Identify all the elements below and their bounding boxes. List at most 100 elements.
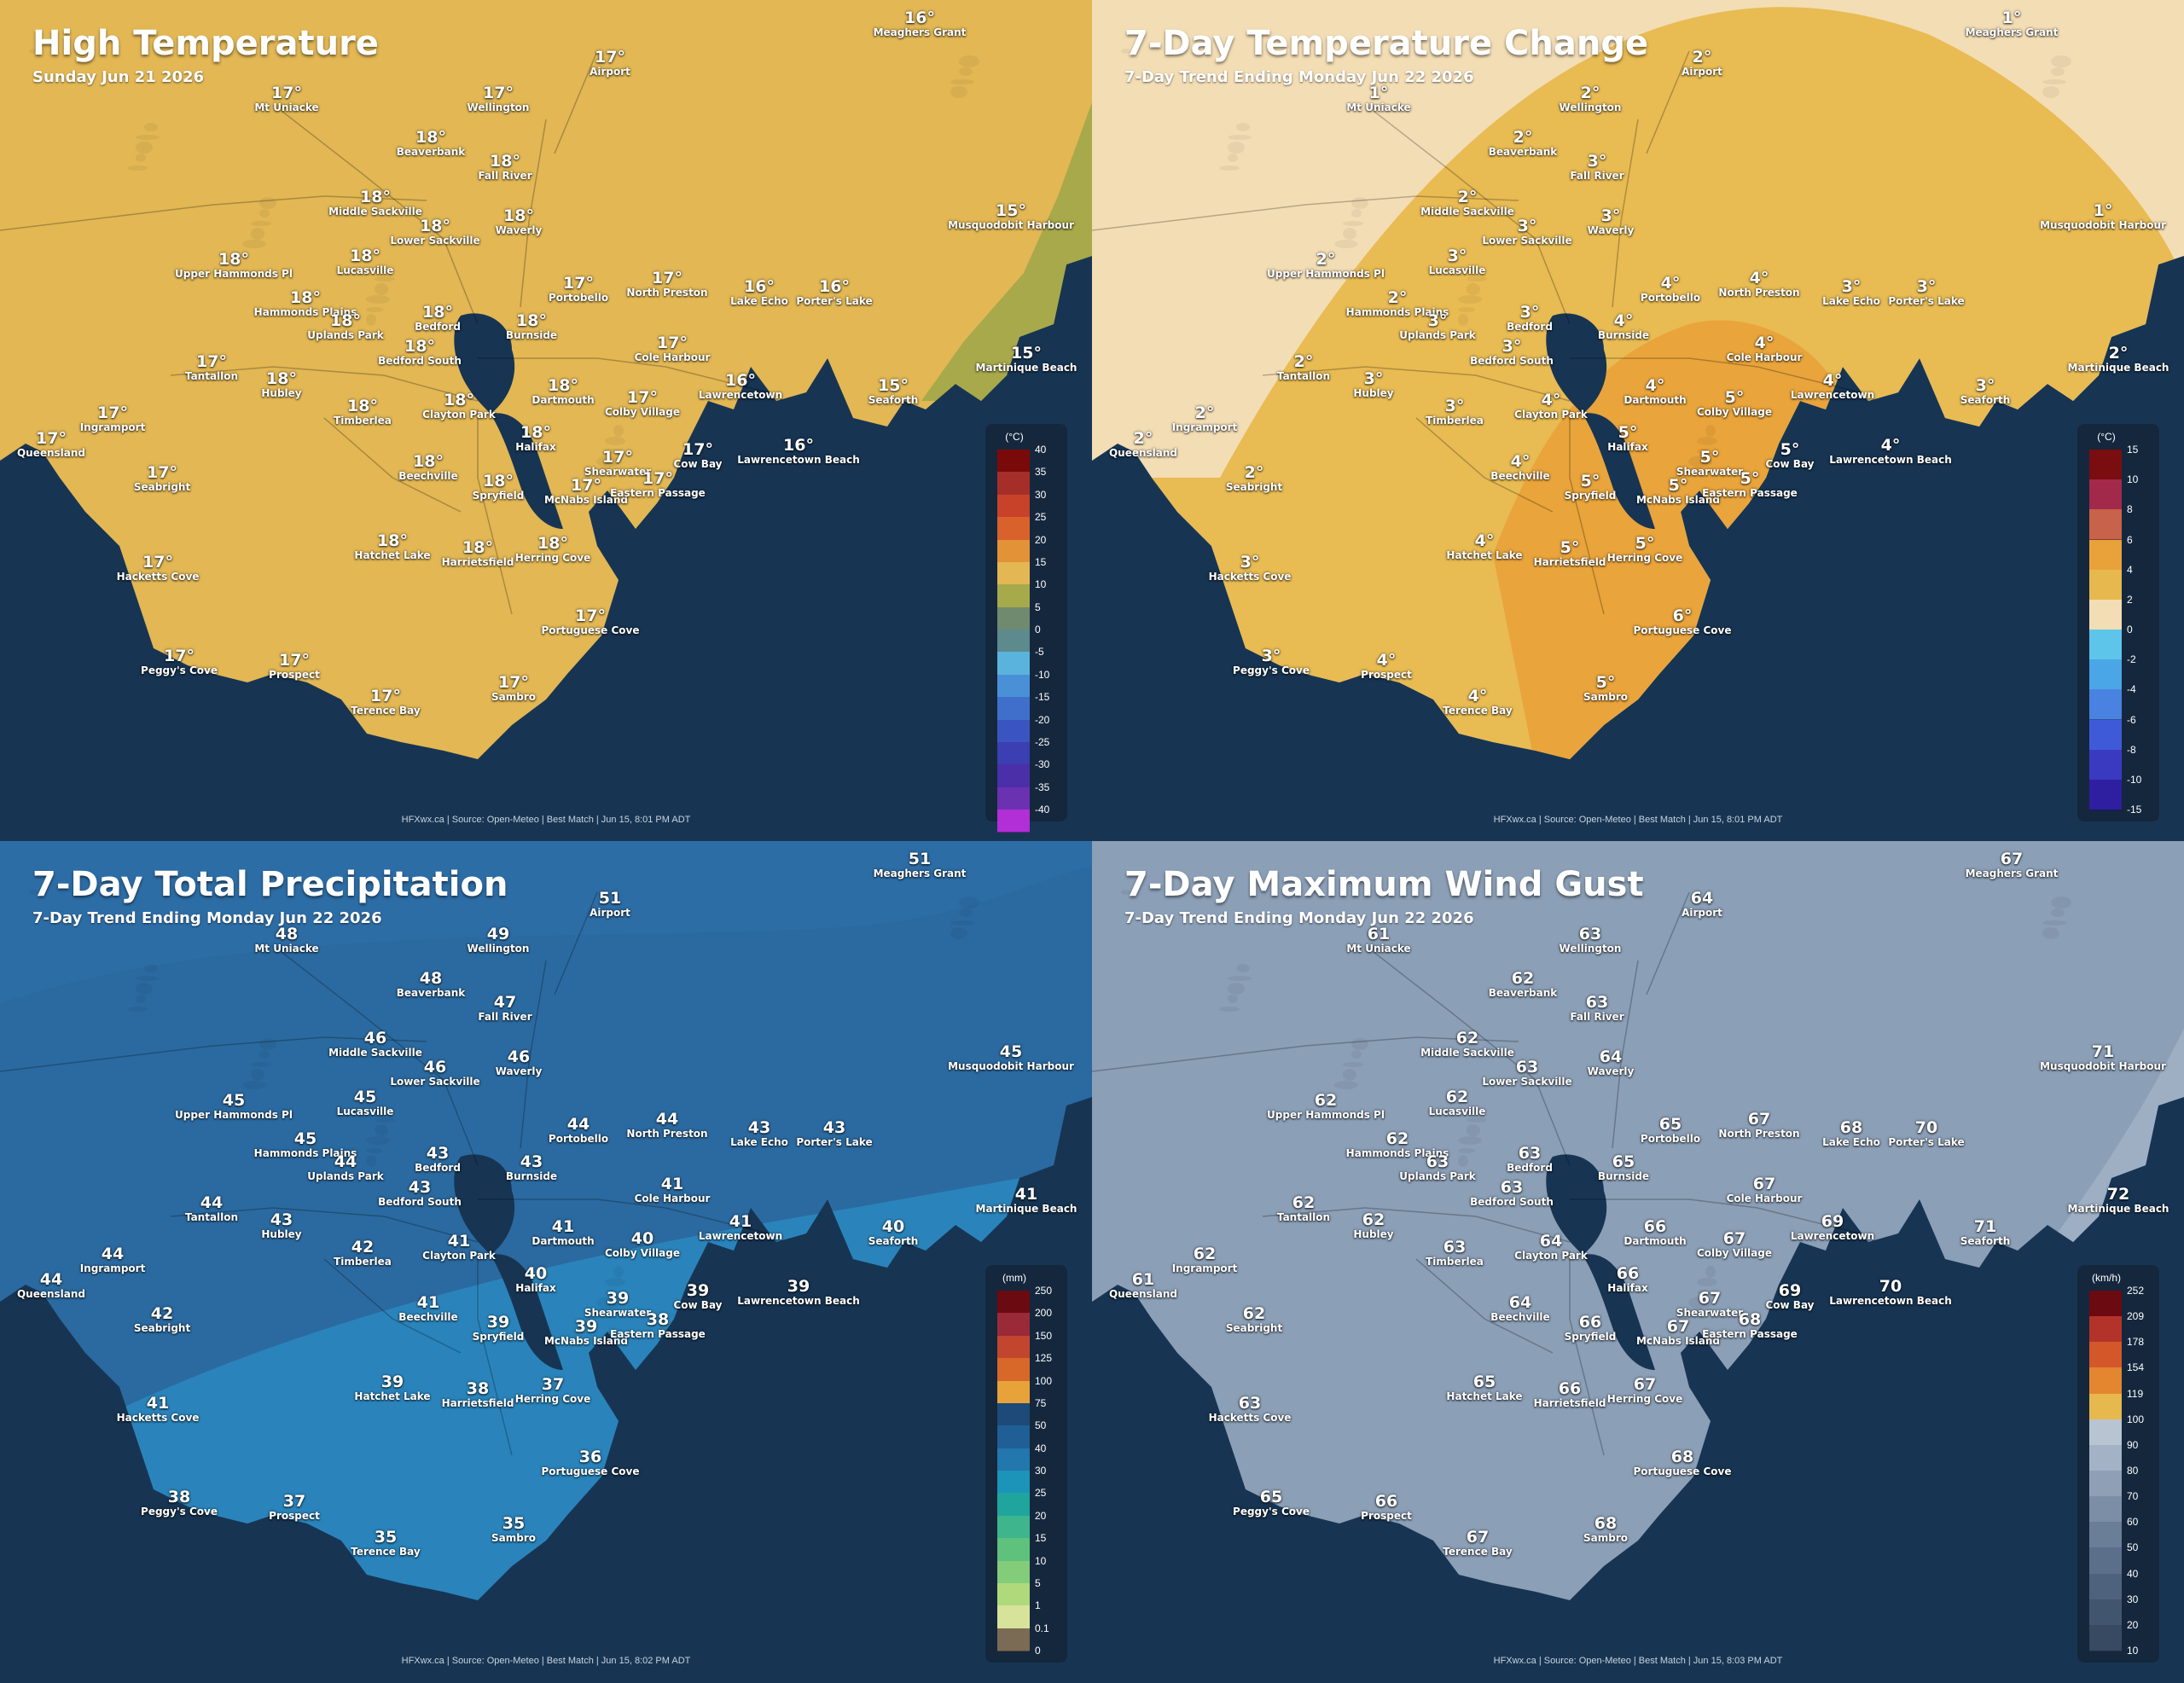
location-label: 67 North Preston	[1718, 1111, 1799, 1140]
legend-tick: 10	[1035, 578, 1047, 591]
location-name: Colby Village	[605, 406, 680, 418]
location-label: 16° Lawrencetown	[699, 373, 782, 401]
location-label: 2° Wellington	[1560, 85, 1622, 113]
location-name: Herring Cove	[1606, 1393, 1683, 1405]
location-label: 70 Porter's Lake	[1888, 1120, 1964, 1148]
location-name: Wellington	[467, 102, 530, 113]
color-legend: (mm) 250 200 150 125 100 75 50 40 30 25 20 15 10 5 1 0.…	[985, 1265, 1067, 1663]
location-label: 48 Beaverbank	[397, 971, 465, 999]
legend-swatch	[2089, 1471, 2122, 1498]
location-name: Lawrencetown	[1790, 1230, 1875, 1242]
location-value: 70	[1879, 1277, 1902, 1296]
road-line	[1612, 119, 1639, 308]
location-value: 48	[419, 969, 443, 988]
legend-swatch	[2089, 539, 2122, 571]
legend-tick: -10	[2127, 773, 2142, 786]
location-label: 66 Halifax	[1607, 1266, 1647, 1294]
location-value: 71	[2091, 1042, 2115, 1061]
location-value: 16°	[783, 436, 814, 455]
location-label: 66 Prospect	[1361, 1494, 1412, 1522]
legend-swatch	[997, 472, 1030, 496]
location-name: Spryfield	[1564, 1331, 1617, 1343]
lake-texture	[259, 209, 270, 218]
location-name: Waverly	[1587, 224, 1635, 236]
location-name: Lower Sackville	[1482, 1076, 1572, 1088]
location-label: 5° Sambro	[1583, 675, 1628, 703]
legend-tick: 0	[1035, 1645, 1041, 1657]
location-label: 4° Burnside	[1598, 313, 1649, 341]
lake-texture	[1351, 209, 1362, 218]
legend-swatch	[2089, 450, 2122, 481]
legend-swatch	[997, 1291, 1030, 1314]
location-name: Hubley	[1353, 387, 1394, 399]
location-name: Lower Sackville	[390, 235, 480, 247]
lake-texture	[1467, 1117, 1487, 1123]
location-value: 4°	[1749, 269, 1769, 287]
location-name: Seaforth	[1960, 1235, 2011, 1247]
legend-swatch	[997, 1402, 1030, 1427]
location-label: 5° Harrietsfield	[1534, 540, 1606, 568]
lake-texture	[144, 123, 158, 131]
location-name: Hammonds Plains	[253, 306, 357, 318]
road-line	[477, 1251, 513, 1456]
location-name: Lucasville	[1428, 1106, 1486, 1117]
location-value: 17°	[602, 448, 633, 467]
lake-texture	[613, 425, 624, 437]
harbour-water	[1092, 1369, 1205, 1523]
location-label: 44 Uplands Park	[307, 1154, 383, 1182]
harbour-water	[1092, 528, 1205, 682]
location-name: Lower Sackville	[1482, 235, 1572, 247]
location-label: 40 Halifax	[515, 1266, 555, 1294]
location-label: 67 Colby Village	[1697, 1231, 1772, 1259]
lake-texture	[2051, 67, 2065, 76]
location-name: Clayton Park	[1514, 1250, 1588, 1262]
location-value: 3°	[1975, 376, 1995, 395]
location-label: 17° Sambro	[491, 675, 536, 703]
location-value: 71	[1973, 1217, 1997, 1236]
location-value: 39	[574, 1317, 598, 1336]
location-value: 68	[1670, 1448, 1694, 1466]
lake-texture	[242, 240, 266, 248]
location-label: 66 Dartmouth	[1623, 1219, 1686, 1247]
legend-tick: -30	[1035, 758, 1050, 771]
location-label: 62 Hammonds Plains	[1346, 1131, 1449, 1159]
location-name: Wellington	[1559, 943, 1622, 955]
lake-texture	[144, 964, 158, 972]
location-label: 64 Waverly	[1588, 1049, 1635, 1077]
location-label: 3° Lake Echo	[1822, 279, 1880, 307]
location-value: 18°	[330, 311, 361, 330]
location-value: 43	[747, 1118, 771, 1137]
location-label: 37 Herring Cove	[515, 1377, 590, 1405]
location-value: 2°	[1580, 84, 1600, 102]
lake-texture	[596, 1309, 613, 1317]
road-line	[478, 357, 769, 393]
road-line	[170, 366, 479, 402]
location-name: Halifax	[1607, 1282, 1648, 1294]
legend-tick: 15	[1035, 555, 1047, 568]
location-value: 39	[787, 1277, 810, 1296]
location-label: 1° Meaghers Grant	[1966, 10, 2059, 38]
location-name: Fall River	[478, 170, 532, 182]
location-label: 17° Tantallon	[185, 354, 238, 382]
legend-tick: 178	[2127, 1336, 2145, 1349]
lake-texture	[1228, 983, 1245, 995]
panel-subtitle: Sunday Jun 21 2026	[32, 68, 205, 86]
harbour-water	[1546, 313, 1607, 414]
lake-texture	[1343, 228, 1356, 240]
lake-texture	[959, 67, 973, 76]
location-label: 3° Lucasville	[1429, 248, 1486, 276]
location-label: 4° Hatchet Lake	[1446, 533, 1522, 561]
location-name: Fall River	[1570, 170, 1624, 182]
location-value: 5°	[1560, 538, 1580, 557]
location-value: 18°	[404, 337, 435, 356]
location-value: 6°	[1672, 606, 1693, 625]
location-label: 44 Ingramport	[80, 1246, 146, 1274]
lake-texture	[1688, 1297, 1712, 1309]
location-value: 18°	[422, 303, 453, 322]
location-label: 63 Lower Sackville	[1482, 1059, 1571, 1088]
location-label: 45 Hammonds Plains	[254, 1131, 357, 1159]
legend-swatch	[997, 697, 1030, 721]
legend-swatch	[997, 494, 1030, 519]
location-label: 43 Bedford South	[378, 1180, 462, 1208]
location-name: Musquodobit Harbour	[948, 219, 1074, 231]
